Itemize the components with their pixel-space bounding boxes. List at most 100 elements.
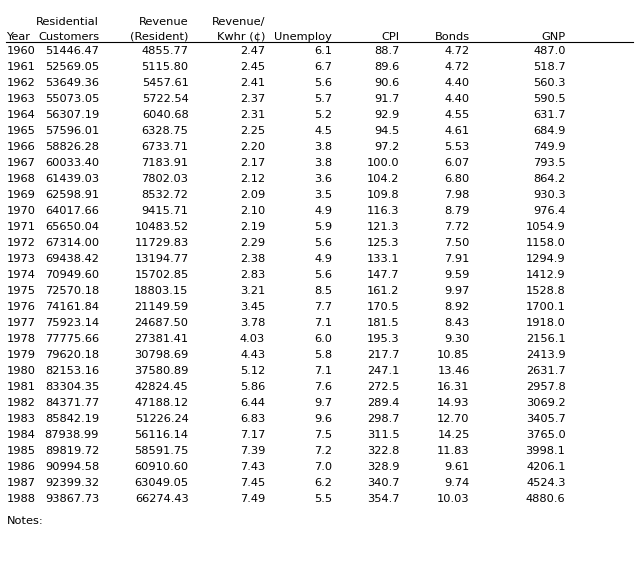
Text: 560.3: 560.3 xyxy=(533,78,566,88)
Text: 121.3: 121.3 xyxy=(367,222,399,232)
Text: 58591.75: 58591.75 xyxy=(134,445,189,456)
Text: 1979: 1979 xyxy=(6,349,35,360)
Text: 5.53: 5.53 xyxy=(444,142,470,152)
Text: 6733.71: 6733.71 xyxy=(141,142,189,152)
Text: 3.8: 3.8 xyxy=(314,158,332,168)
Text: 2.41: 2.41 xyxy=(240,78,265,88)
Text: 4.72: 4.72 xyxy=(445,62,470,72)
Text: 7.0: 7.0 xyxy=(314,461,332,472)
Text: 322.8: 322.8 xyxy=(367,445,399,456)
Text: 170.5: 170.5 xyxy=(367,301,399,312)
Text: 3.78: 3.78 xyxy=(240,317,265,328)
Text: 5115.80: 5115.80 xyxy=(141,62,189,72)
Text: 6328.75: 6328.75 xyxy=(142,126,189,136)
Text: Kwhr (¢): Kwhr (¢) xyxy=(217,31,265,42)
Text: 147.7: 147.7 xyxy=(367,270,399,280)
Text: 1980: 1980 xyxy=(6,365,35,376)
Text: 9.61: 9.61 xyxy=(444,461,470,472)
Text: 47188.12: 47188.12 xyxy=(134,397,189,408)
Text: 10.85: 10.85 xyxy=(437,349,470,360)
Text: 4.72: 4.72 xyxy=(445,46,470,56)
Text: 100.0: 100.0 xyxy=(367,158,399,168)
Text: 82153.16: 82153.16 xyxy=(45,365,99,376)
Text: 311.5: 311.5 xyxy=(367,429,399,440)
Text: 90994.58: 90994.58 xyxy=(45,461,99,472)
Text: 1973: 1973 xyxy=(6,254,35,264)
Text: 69438.42: 69438.42 xyxy=(45,254,99,264)
Text: 10483.52: 10483.52 xyxy=(134,222,189,232)
Text: 4880.6: 4880.6 xyxy=(526,493,566,504)
Text: 1967: 1967 xyxy=(6,158,35,168)
Text: 90.6: 90.6 xyxy=(374,78,399,88)
Text: 53649.36: 53649.36 xyxy=(45,78,99,88)
Text: 63049.05: 63049.05 xyxy=(134,477,189,488)
Text: 2.09: 2.09 xyxy=(240,190,265,200)
Text: 2.37: 2.37 xyxy=(240,94,265,104)
Text: 64017.66: 64017.66 xyxy=(45,206,99,216)
Text: 4.40: 4.40 xyxy=(445,94,470,104)
Text: 590.5: 590.5 xyxy=(533,94,566,104)
Text: 8532.72: 8532.72 xyxy=(142,190,189,200)
Text: 4.43: 4.43 xyxy=(240,349,265,360)
Text: 2.31: 2.31 xyxy=(240,110,265,120)
Text: 7.50: 7.50 xyxy=(444,238,470,248)
Text: 4.9: 4.9 xyxy=(314,254,332,264)
Text: 1961: 1961 xyxy=(6,62,35,72)
Text: 217.7: 217.7 xyxy=(367,349,399,360)
Text: 1966: 1966 xyxy=(6,142,35,152)
Text: 125.3: 125.3 xyxy=(367,238,399,248)
Text: 1983: 1983 xyxy=(6,413,35,424)
Text: 1412.9: 1412.9 xyxy=(526,270,566,280)
Text: Customers: Customers xyxy=(38,31,99,42)
Text: 65650.04: 65650.04 xyxy=(45,222,99,232)
Text: 9.74: 9.74 xyxy=(444,477,470,488)
Text: 6.07: 6.07 xyxy=(444,158,470,168)
Text: 6040.68: 6040.68 xyxy=(142,110,189,120)
Text: 1970: 1970 xyxy=(6,206,35,216)
Text: 7.91: 7.91 xyxy=(444,254,470,264)
Text: 2.47: 2.47 xyxy=(240,46,265,56)
Text: 1985: 1985 xyxy=(6,445,35,456)
Text: 51226.24: 51226.24 xyxy=(135,413,189,424)
Text: 55073.05: 55073.05 xyxy=(45,94,99,104)
Text: 14.25: 14.25 xyxy=(437,429,470,440)
Text: 1982: 1982 xyxy=(6,397,35,408)
Text: 5.12: 5.12 xyxy=(240,365,265,376)
Text: 2.19: 2.19 xyxy=(240,222,265,232)
Text: 518.7: 518.7 xyxy=(533,62,566,72)
Text: 1987: 1987 xyxy=(6,477,35,488)
Text: 9415.71: 9415.71 xyxy=(141,206,189,216)
Text: 13.46: 13.46 xyxy=(437,365,470,376)
Text: 7.2: 7.2 xyxy=(314,445,332,456)
Text: Unemploy: Unemploy xyxy=(274,31,332,42)
Text: 749.9: 749.9 xyxy=(533,142,566,152)
Text: 4.5: 4.5 xyxy=(314,126,332,136)
Text: 42824.45: 42824.45 xyxy=(135,381,189,392)
Text: 684.9: 684.9 xyxy=(533,126,566,136)
Text: 83304.35: 83304.35 xyxy=(45,381,99,392)
Text: 1158.0: 1158.0 xyxy=(526,238,566,248)
Text: 1984: 1984 xyxy=(6,429,35,440)
Text: Notes:: Notes: xyxy=(6,516,43,526)
Text: 75923.14: 75923.14 xyxy=(45,317,99,328)
Text: 7.17: 7.17 xyxy=(240,429,265,440)
Text: 9.30: 9.30 xyxy=(444,333,470,344)
Text: 1964: 1964 xyxy=(6,110,35,120)
Text: 7.72: 7.72 xyxy=(444,222,470,232)
Text: 2156.1: 2156.1 xyxy=(526,333,566,344)
Text: 104.2: 104.2 xyxy=(367,174,399,184)
Text: 5457.61: 5457.61 xyxy=(142,78,189,88)
Text: 7.49: 7.49 xyxy=(240,493,265,504)
Text: 6.7: 6.7 xyxy=(314,62,332,72)
Text: 7802.03: 7802.03 xyxy=(141,174,189,184)
Text: 340.7: 340.7 xyxy=(367,477,399,488)
Text: 2.25: 2.25 xyxy=(240,126,265,136)
Text: 116.3: 116.3 xyxy=(367,206,399,216)
Text: 4.03: 4.03 xyxy=(240,333,265,344)
Text: 4.40: 4.40 xyxy=(445,78,470,88)
Text: 3.45: 3.45 xyxy=(240,301,265,312)
Text: 5.7: 5.7 xyxy=(314,94,332,104)
Text: 5.6: 5.6 xyxy=(314,78,332,88)
Text: 5722.54: 5722.54 xyxy=(142,94,189,104)
Text: 976.4: 976.4 xyxy=(533,206,566,216)
